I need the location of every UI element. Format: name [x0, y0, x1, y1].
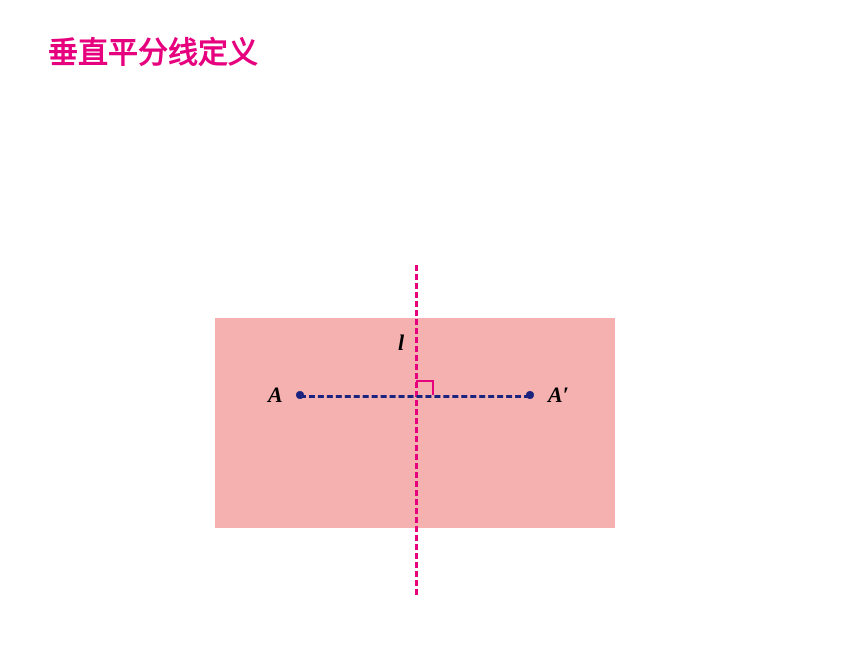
point-a-dot [296, 391, 304, 399]
perpendicular-bisector-line [415, 265, 418, 595]
line-l-label: l [398, 330, 404, 356]
point-a-prime-dot [526, 391, 534, 399]
point-a-prime-label: A′ [548, 382, 569, 408]
page-title: 垂直平分线定义 [48, 28, 258, 72]
point-a-label: A [268, 382, 283, 408]
segment-line [300, 395, 530, 398]
right-angle-marker [416, 380, 434, 395]
